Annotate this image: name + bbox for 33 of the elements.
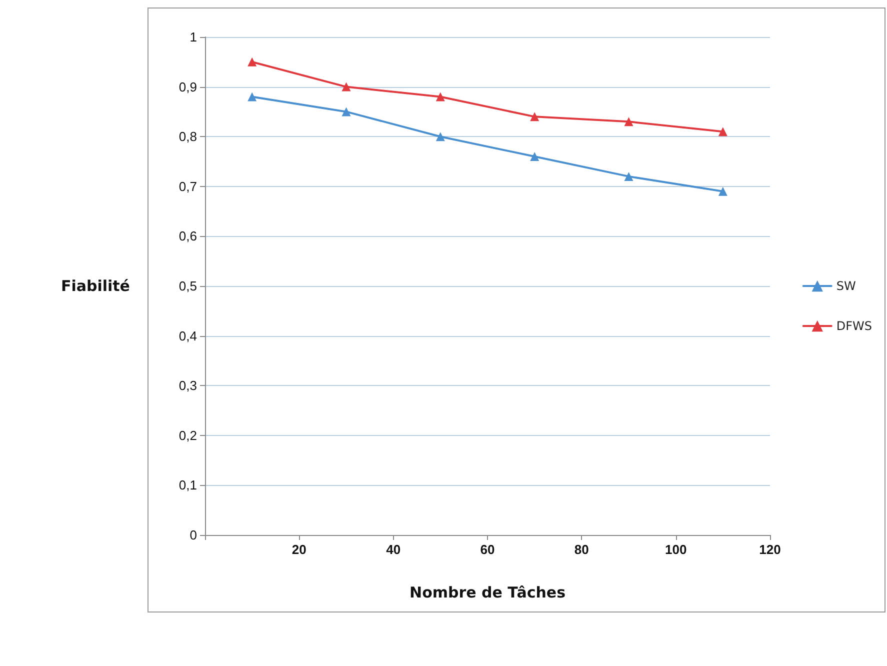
point [624,172,634,181]
point [718,127,728,136]
x-tick-label: 80 [574,542,589,557]
point [436,132,445,142]
y-tick-label: 0,5 [178,278,197,294]
y-tick-label: 0 [190,528,197,542]
x-tick-label: 100 [664,542,687,557]
point [248,92,257,102]
point [718,186,728,196]
y-tick-label: 0,2 [178,428,197,443]
x-tick-label: 40 [386,542,401,557]
x-tick-label: 20 [292,542,306,557]
y-tick-label: 0,1 [178,478,197,493]
x-axis-title: Nombre de Tâches [410,584,566,602]
y-tick-label: 0,9 [178,79,197,94]
x-tick-label: 120 [759,542,781,557]
point [342,107,351,116]
point [624,117,634,126]
y-tick-label: 0,8 [178,129,197,144]
y-tick-label: 0,6 [178,228,197,244]
legend-label: DFWS [836,319,872,333]
point [248,57,257,66]
legend-label: SW [836,279,856,293]
y-tick-label: 0,3 [178,378,197,394]
point [530,112,540,122]
point [530,152,540,162]
y-axis-title: Fiabilité [60,277,130,295]
point [436,92,445,102]
y-tick-label: 1 [190,30,197,44]
point [342,82,351,92]
y-tick-label: 0,4 [178,328,197,344]
x-tick-label: 60 [480,542,495,557]
y-tick-label: 0,7 [178,178,197,194]
